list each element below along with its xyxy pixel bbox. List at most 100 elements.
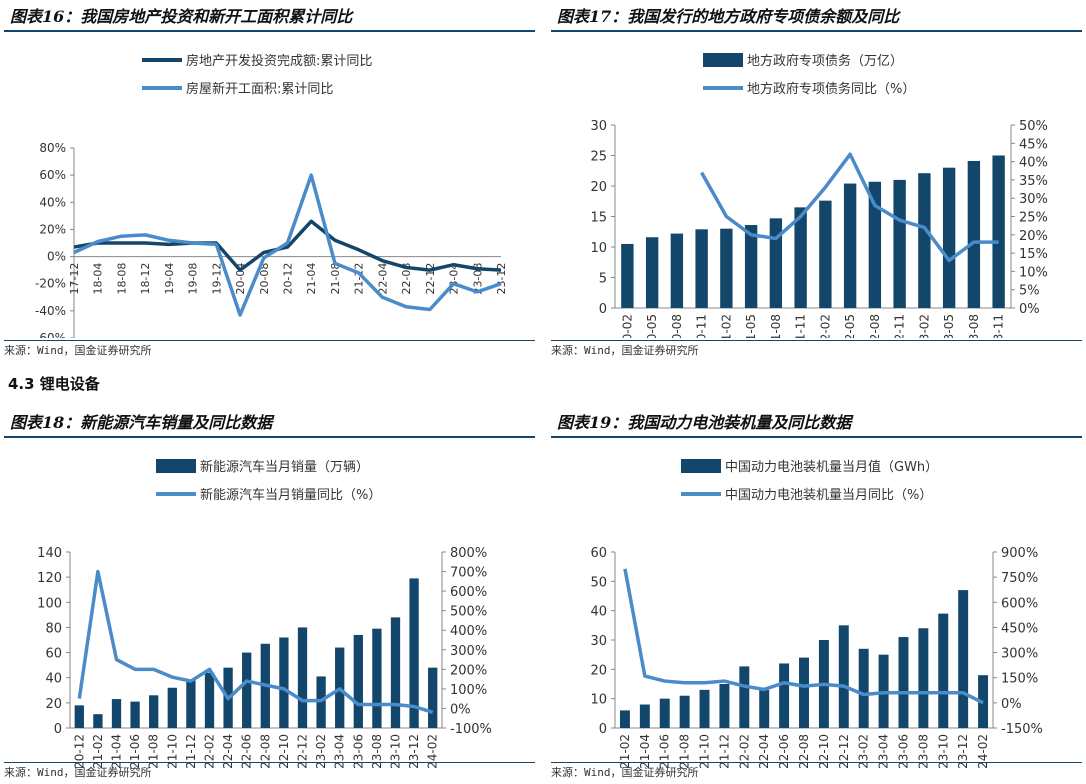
y-tick-label: -40%: [35, 304, 66, 318]
x-tick-label: 18-12: [139, 263, 152, 295]
x-tick-label: 22-02: [203, 734, 217, 768]
bar: [74, 705, 84, 728]
bar: [843, 183, 857, 308]
bar: [204, 672, 215, 728]
x-tick-label: 24-02: [426, 734, 440, 768]
legend-label: 地方政府专项债务同比（%）: [747, 81, 915, 97]
bar: [186, 680, 196, 728]
chart-figure: 中国动力电池装机量当月值（GWh） 中国动力电池装机量当月同比（%） 60 50 40 3…: [590, 459, 1043, 768]
series-line: [77, 569, 434, 715]
x-tick-label: 22-11: [893, 314, 907, 338]
x-tick-label: 20-12: [72, 734, 86, 768]
chart-title: 图表16：我国房地产投资和新开工面积累计同比: [4, 4, 535, 32]
x-tick-label: 23-05: [942, 314, 956, 338]
x-tick-label: 19-12: [210, 263, 223, 295]
y-tick-label-right: 500%: [450, 605, 487, 620]
bar: [918, 628, 929, 728]
bar: [779, 663, 790, 728]
bar: [659, 698, 670, 728]
x-tick-label: 20-11: [695, 314, 709, 338]
y-tick-label-right: 300%: [450, 644, 487, 659]
y-tick-label-left: 10: [590, 241, 607, 256]
x-tick-label: 21-02: [91, 734, 105, 768]
y-tick-label-left: 40: [590, 605, 607, 620]
x-tick-label: 20-12: [282, 263, 295, 295]
y-tick-label-right: 600%: [1001, 596, 1038, 611]
y-tick-label-left: 60: [590, 546, 607, 561]
bar: [858, 648, 869, 728]
y-tick-label: 20%: [39, 222, 66, 236]
y-tick-label-right: 800%: [450, 546, 487, 561]
x-tick-label: 20-08: [258, 263, 271, 295]
x-tick-label: 22-05: [843, 314, 857, 338]
y-tick-label-right: 0%: [1001, 697, 1022, 712]
chart-title: 图表18：新能源汽车销量及同比数据: [4, 410, 535, 438]
chart-panel-1: 图表16：我国房地产投资和新开工面积累计同比 房地产开发投资完成额:累计同比 房屋…: [4, 4, 535, 338]
bar: [739, 666, 750, 728]
bar: [279, 637, 289, 728]
bar: [619, 710, 630, 728]
x-tick-label: 23-08: [370, 734, 384, 768]
y-tick-label-right: 100%: [450, 683, 487, 698]
bar: [670, 233, 684, 308]
y-tick-label-left: 80: [45, 621, 62, 636]
y-tick-label-left: 0: [599, 302, 607, 317]
source-note: 来源：Wind，国金证券研究所: [551, 762, 1082, 780]
x-tick-label: 19-04: [163, 263, 176, 295]
x-tick-label: 21-02: [618, 734, 632, 768]
x-tick-label: 23-12: [495, 263, 508, 295]
y-tick-label-right: 450%: [1001, 621, 1038, 636]
bar: [918, 173, 931, 308]
x-tick-label: 23-04: [333, 734, 347, 768]
x-tick-label: 22-04: [757, 734, 771, 768]
x-tick-label: 22-10: [277, 734, 291, 768]
y-tick-label-right: 20%: [1019, 229, 1048, 244]
legend-label: 中国动力电池装机量当月值（GWh）: [725, 459, 938, 475]
bar: [967, 160, 981, 308]
x-tick-label: 23-11: [992, 314, 1006, 338]
chart-panel-2: 图表17：我国发行的地方政府专项债余额及同比 地方政府专项债务（万亿） 地方政府专…: [551, 4, 1082, 338]
x-tick-label: 17-12: [68, 263, 81, 295]
bar: [794, 207, 807, 308]
x-tick-label: 21-08: [329, 263, 342, 295]
y-tick-label-left: 50: [590, 575, 607, 590]
x-tick-label: 18-08: [115, 263, 128, 295]
y-tick-label-left: 25: [590, 150, 607, 165]
bar: [242, 652, 252, 728]
x-tick-label: 23-10: [936, 734, 950, 768]
bar: [679, 695, 690, 728]
bar: [390, 617, 401, 728]
x-tick-label: 23-10: [389, 734, 403, 768]
x-tick-label: 21-08: [678, 734, 692, 768]
series-line: [623, 568, 984, 705]
x-tick-label: 22-08: [258, 734, 272, 768]
x-tick-label: 22-04: [376, 263, 389, 295]
bar: [942, 167, 956, 308]
bar: [958, 590, 969, 728]
y-tick-label-left: 30: [590, 634, 607, 649]
y-tick-label-right: 700%: [450, 566, 487, 581]
x-tick-label: 22-06: [777, 734, 791, 768]
x-tick-label: 21-06: [128, 734, 142, 768]
y-tick-label: -60%: [35, 331, 66, 338]
x-tick-label: 21-08: [769, 314, 783, 338]
y-tick-label-right: 15%: [1019, 247, 1048, 262]
bar: [799, 657, 809, 728]
legend-swatch-bar: [156, 459, 196, 473]
y-tick-label-left: 100: [37, 596, 62, 611]
y-tick-label-left: 5: [599, 272, 607, 287]
x-tick-label: 23-12: [956, 734, 970, 768]
x-tick-label: 24-02: [976, 734, 990, 768]
bar: [639, 704, 650, 728]
x-tick-label: 21-04: [110, 734, 124, 768]
bar: [428, 667, 438, 728]
legend-label: 房地产开发投资完成额:累计同比: [186, 53, 372, 69]
x-tick-label: 22-12: [837, 734, 851, 768]
bar: [409, 578, 419, 728]
y-tick-label-right: 35%: [1019, 174, 1048, 189]
x-tick-label: 22-02: [818, 314, 832, 338]
y-tick-label-left: 20: [45, 697, 62, 712]
section-heading: 4.3 锂电设备: [8, 375, 100, 393]
bar: [149, 695, 159, 728]
bar: [938, 613, 949, 728]
